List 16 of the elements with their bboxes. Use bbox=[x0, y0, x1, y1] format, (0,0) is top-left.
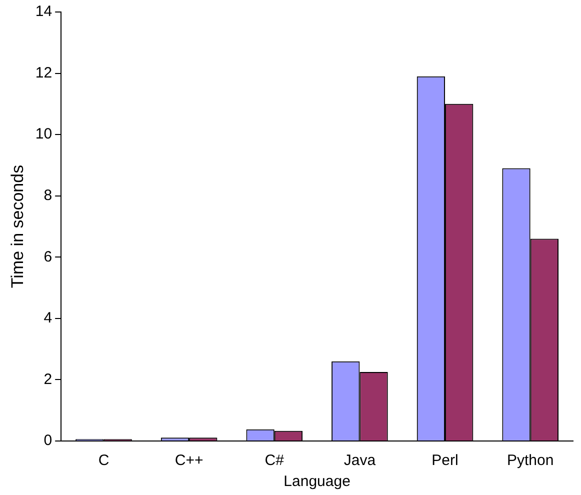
x-tick-label: Java bbox=[344, 452, 376, 470]
y-tick-label: 6 bbox=[44, 248, 52, 266]
y-tick-label: 8 bbox=[44, 187, 52, 204]
x-tick-label: Python bbox=[506, 452, 554, 470]
y-tick-label: 4 bbox=[44, 310, 52, 327]
y-tick-label: 0 bbox=[44, 432, 52, 450]
x-tick-label: C# bbox=[264, 452, 285, 470]
y-tick-label: 10 bbox=[35, 126, 52, 143]
y-tick-label: 14 bbox=[35, 3, 52, 20]
x-tick-label: C++ bbox=[174, 452, 204, 470]
y-tick-label: 2 bbox=[44, 370, 52, 388]
y-axis-title: Time in seconds bbox=[8, 164, 27, 288]
y-tick-label: 12 bbox=[35, 64, 52, 82]
x-tick-label: Perl bbox=[432, 452, 458, 470]
x-tick-label: C bbox=[98, 452, 110, 470]
x-axis-title: Language bbox=[284, 473, 350, 490]
